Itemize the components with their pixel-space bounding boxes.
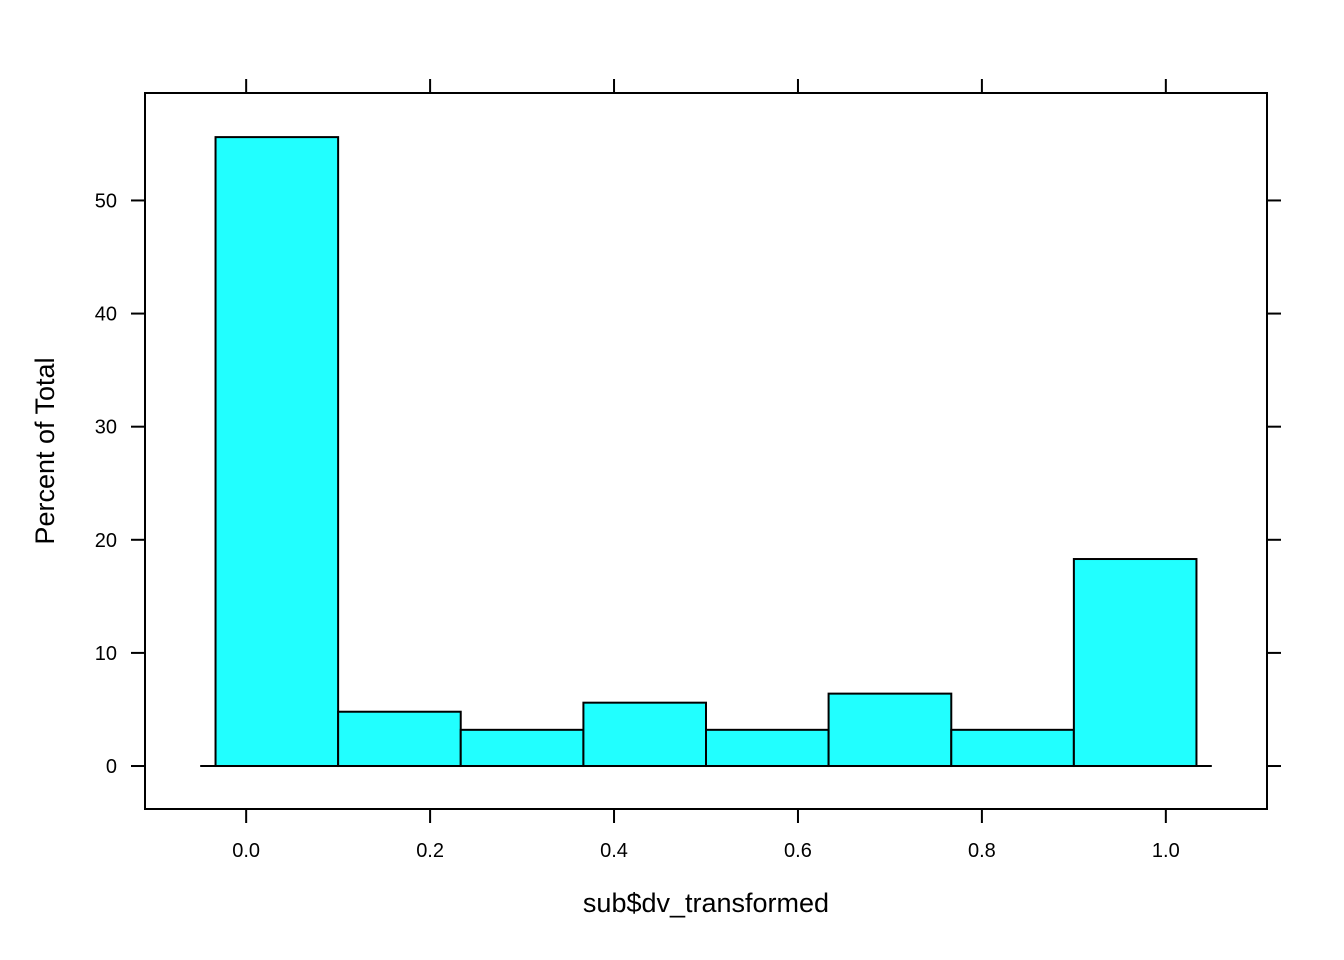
x-axis-title: sub$dv_transformed (583, 888, 829, 918)
histogram-bar (827, 692, 953, 768)
x-tick-label: 0.4 (600, 840, 628, 862)
histogram-bar (582, 701, 708, 768)
bars-layer (214, 136, 1198, 768)
y-axis-title: Percent of Total (30, 357, 60, 544)
histogram-bar (950, 728, 1075, 768)
histogram-bar (337, 710, 462, 768)
x-tick-label: 0.2 (416, 840, 444, 862)
x-tick-label: 0.6 (784, 840, 812, 862)
x-tick-label: 0.8 (968, 840, 996, 862)
histogram-bar (1072, 558, 1198, 768)
y-tick-label: 0 (106, 756, 117, 778)
y-tick-label: 40 (95, 304, 117, 326)
plot-frame (144, 92, 1268, 810)
histogram-bar (705, 728, 830, 768)
y-tick-label: 20 (95, 530, 117, 552)
x-tick-label: 0.0 (232, 840, 260, 862)
ticks-layer: 0.0 0.2 0.4 0.6 0.8 1.0 0 10 20 30 40 50 (95, 79, 1281, 862)
y-tick-label: 10 (95, 643, 117, 665)
histogram-bar (214, 136, 340, 768)
histogram-bar (459, 728, 585, 768)
x-tick-label: 1.0 (1152, 840, 1180, 862)
y-tick-label: 30 (95, 417, 117, 439)
y-tick-label: 50 (95, 190, 117, 212)
